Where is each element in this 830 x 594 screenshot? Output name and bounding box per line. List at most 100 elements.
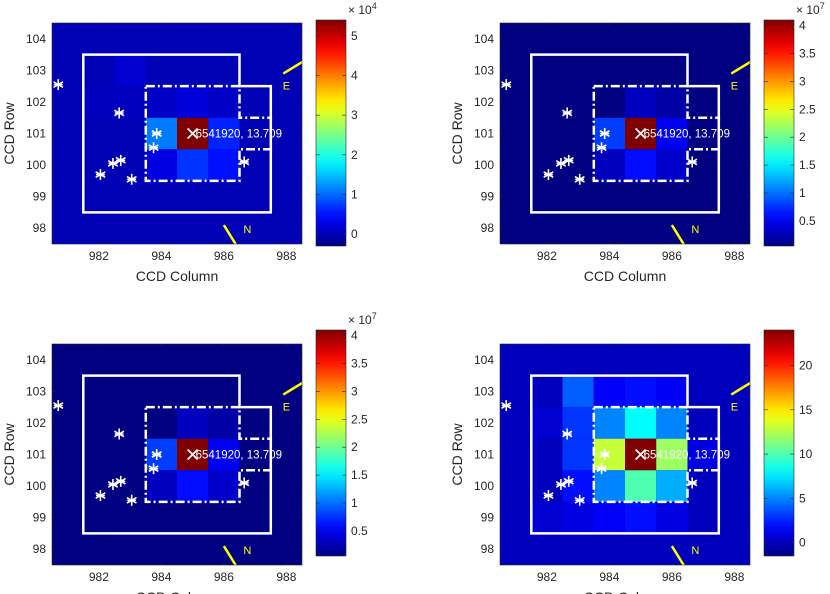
star-marker (555, 478, 567, 490)
x-tick-label: 986 (214, 249, 234, 263)
star-marker (562, 107, 573, 119)
target-annotation: 6541920, 13.709 (644, 450, 730, 462)
colorbar-tick-label: 5 (351, 29, 358, 43)
heatmap-cell (145, 438, 177, 471)
heatmap-cell (625, 86, 657, 118)
y-tick-label: 101 (26, 448, 46, 462)
heatmap-cell (593, 470, 625, 502)
heatmap-cell (656, 86, 688, 118)
colorbar-tick-label: 15 (799, 403, 813, 417)
heatmap-cell (593, 438, 625, 471)
star-marker (543, 490, 554, 502)
y-tick-label: 102 (474, 95, 494, 109)
pixel-mask-outline (144, 405, 273, 504)
colorbar-tick-label: 20 (799, 358, 813, 372)
heatmap-cell (562, 501, 594, 534)
star-marker (599, 128, 610, 139)
heatmap-cell (656, 438, 688, 471)
east-arrow (730, 381, 750, 396)
y-tick-label: 99 (481, 511, 495, 525)
star-marker (596, 463, 607, 475)
star-marker (543, 169, 554, 181)
star-marker (563, 154, 574, 166)
y-tick-label: 99 (481, 190, 495, 204)
heatmap-cells: 6541920, 13.709 (501, 374, 750, 565)
y-tick-label: 100 (474, 158, 494, 172)
heatmap-cell (145, 149, 177, 181)
star-marker (148, 463, 159, 475)
colorbar-tick-label: 4 (799, 19, 806, 33)
colorbar-tick-label: 2 (799, 130, 806, 144)
star-marker (151, 449, 162, 460)
y-tick-label: 104 (26, 32, 46, 46)
y-tick-label: 98 (33, 221, 47, 235)
east-label: E (731, 80, 738, 92)
north-arrow (222, 224, 238, 244)
colorbar-tick-label: 0.5 (799, 214, 816, 228)
x-axis-label: CCD Column (136, 268, 218, 284)
colorbar-tick-label: 1 (351, 496, 358, 510)
heatmap-cells: 6541920, 13.709 (501, 53, 750, 244)
x-tick-label: 988 (724, 249, 744, 263)
y-tick-label: 103 (26, 384, 46, 398)
x-tick-label: 988 (276, 570, 296, 584)
star-marker (562, 428, 573, 440)
target-annotation: 6541920, 13.709 (196, 129, 282, 141)
y-tick-label: 101 (474, 448, 494, 462)
y-axis-label: CCD Row (449, 423, 465, 486)
heatmap-cell (145, 86, 177, 118)
colorbar-tick-label: 3 (351, 384, 358, 398)
colorbar-tick-label: 1.5 (799, 158, 816, 172)
y-tick-label: 104 (26, 353, 46, 367)
colorbar-tick-label: 3 (351, 108, 358, 122)
x-axis-label: CCD Column (136, 589, 218, 594)
star-marker (115, 154, 126, 166)
chart-panel-1: 6541920, 13.709 E N 982 984 986 988 98 99 100 101 1… (1, 1, 377, 284)
pixel-mask-outline (144, 84, 273, 183)
colorbar-tick-label: 5 (799, 491, 806, 505)
y-tick-label: 104 (474, 32, 494, 46)
star-marker (574, 173, 585, 185)
star-marker (114, 107, 125, 119)
y-tick-label: 99 (33, 190, 47, 204)
heatmap-cell (531, 407, 563, 439)
star-marker (501, 79, 512, 91)
y-tick-label: 102 (26, 95, 46, 109)
x-axis-label: CCD Column (584, 268, 666, 284)
heatmap-cell (114, 54, 146, 87)
y-tick-label: 101 (26, 127, 46, 141)
heatmap-cell (208, 470, 240, 502)
colorbar-tick-label: 0.5 (351, 524, 368, 538)
heatmap-cell (177, 407, 209, 439)
heatmap-cell (562, 375, 594, 408)
colorbar-tick-label: 0 (799, 536, 806, 550)
y-axis-label: CCD Row (1, 102, 17, 165)
star-marker (95, 490, 106, 502)
star-marker (239, 477, 250, 489)
optimal-aperture-outline (82, 53, 273, 214)
x-tick-label: 984 (151, 249, 171, 263)
y-tick-label: 102 (474, 416, 494, 430)
pixel-mask-outline (592, 84, 721, 183)
heatmap-cell (656, 149, 688, 181)
star-marker (107, 157, 119, 169)
east-arrow (730, 60, 750, 75)
heatmap-cell (593, 375, 625, 408)
east-arrow (282, 381, 302, 396)
heatmap-cell (177, 86, 209, 118)
y-axis-label: CCD Row (449, 102, 465, 165)
star-marker (126, 173, 137, 185)
y-tick-label: 100 (26, 158, 46, 172)
target-marker (186, 127, 199, 140)
y-tick-label: 103 (474, 384, 494, 398)
east-arrow (282, 60, 302, 75)
colorbar-tick-label: 3.5 (799, 46, 816, 60)
target-annotation: 6541920, 13.709 (644, 129, 730, 141)
colorbar-tick-label: 1 (799, 186, 806, 200)
heatmap-cell (208, 117, 240, 150)
target-annotation: 6541920, 13.709 (196, 450, 282, 462)
target-marker (634, 127, 647, 140)
heatmap-cell (656, 501, 688, 534)
heatmap-cell (656, 470, 688, 502)
